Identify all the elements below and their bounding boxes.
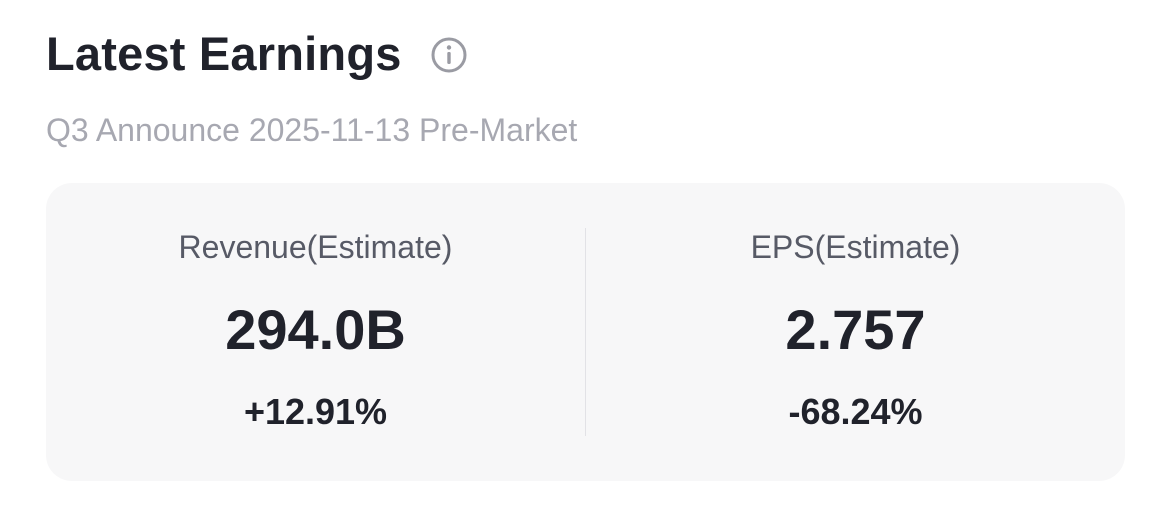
eps-label: EPS(Estimate)	[750, 229, 961, 265]
revenue-change: +12.91%	[243, 391, 388, 432]
eps-change: -68.24%	[788, 391, 923, 432]
header: Latest Earnings	[46, 22, 468, 86]
earnings-card: Revenue(Estimate) 294.0B +12.91% EPS(Est…	[46, 183, 1125, 481]
eps-metric: EPS(Estimate) 2.757 -68.24%	[586, 183, 1125, 481]
page-title: Latest Earnings	[46, 27, 402, 80]
revenue-value: 294.0B	[225, 298, 406, 361]
info-icon[interactable]	[430, 36, 468, 74]
revenue-label: Revenue(Estimate)	[178, 229, 453, 265]
eps-value: 2.757	[785, 298, 926, 361]
revenue-metric: Revenue(Estimate) 294.0B +12.91%	[46, 183, 585, 481]
divider	[585, 228, 586, 436]
announcement-info: Q3 Announce 2025-11-13 Pre-Market	[46, 112, 578, 148]
